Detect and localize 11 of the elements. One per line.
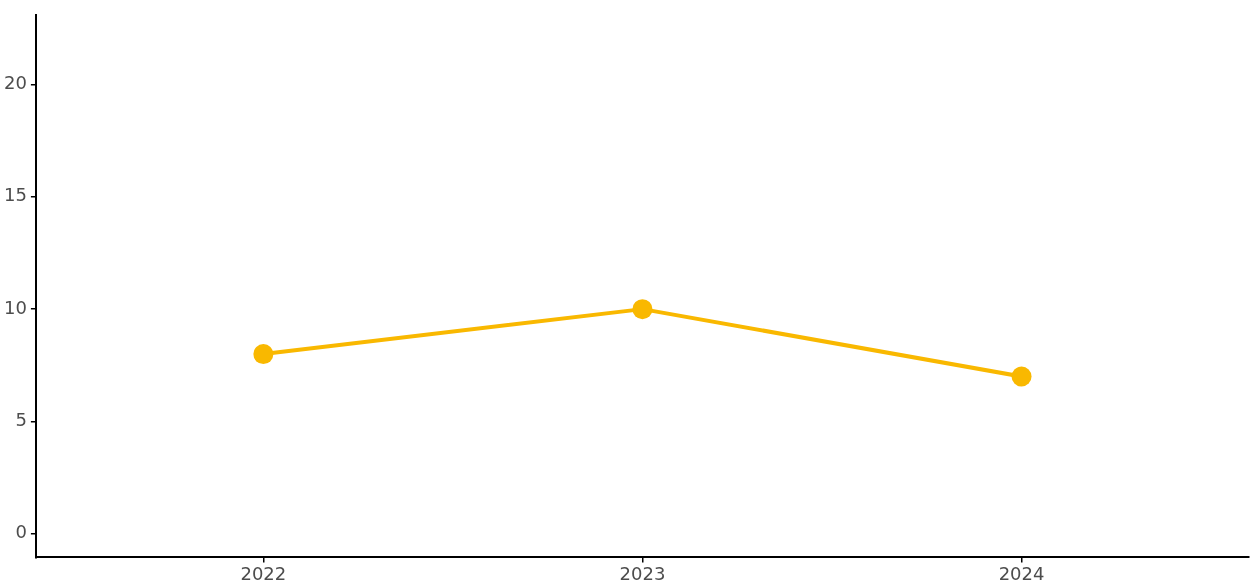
x-tick-label: 2023 [619, 562, 666, 584]
y-tick-label: 5 [15, 409, 27, 431]
point [632, 299, 653, 320]
y-tick-label: 0 [15, 521, 27, 543]
x-tick-label: 2024 [998, 562, 1045, 584]
y-tick-label: 15 [4, 184, 27, 206]
point [1011, 366, 1032, 387]
point [253, 344, 274, 365]
y-tick-label: 20 [4, 72, 27, 94]
x-tick-label: 2022 [240, 562, 287, 584]
y-tick-label: 10 [4, 296, 27, 318]
